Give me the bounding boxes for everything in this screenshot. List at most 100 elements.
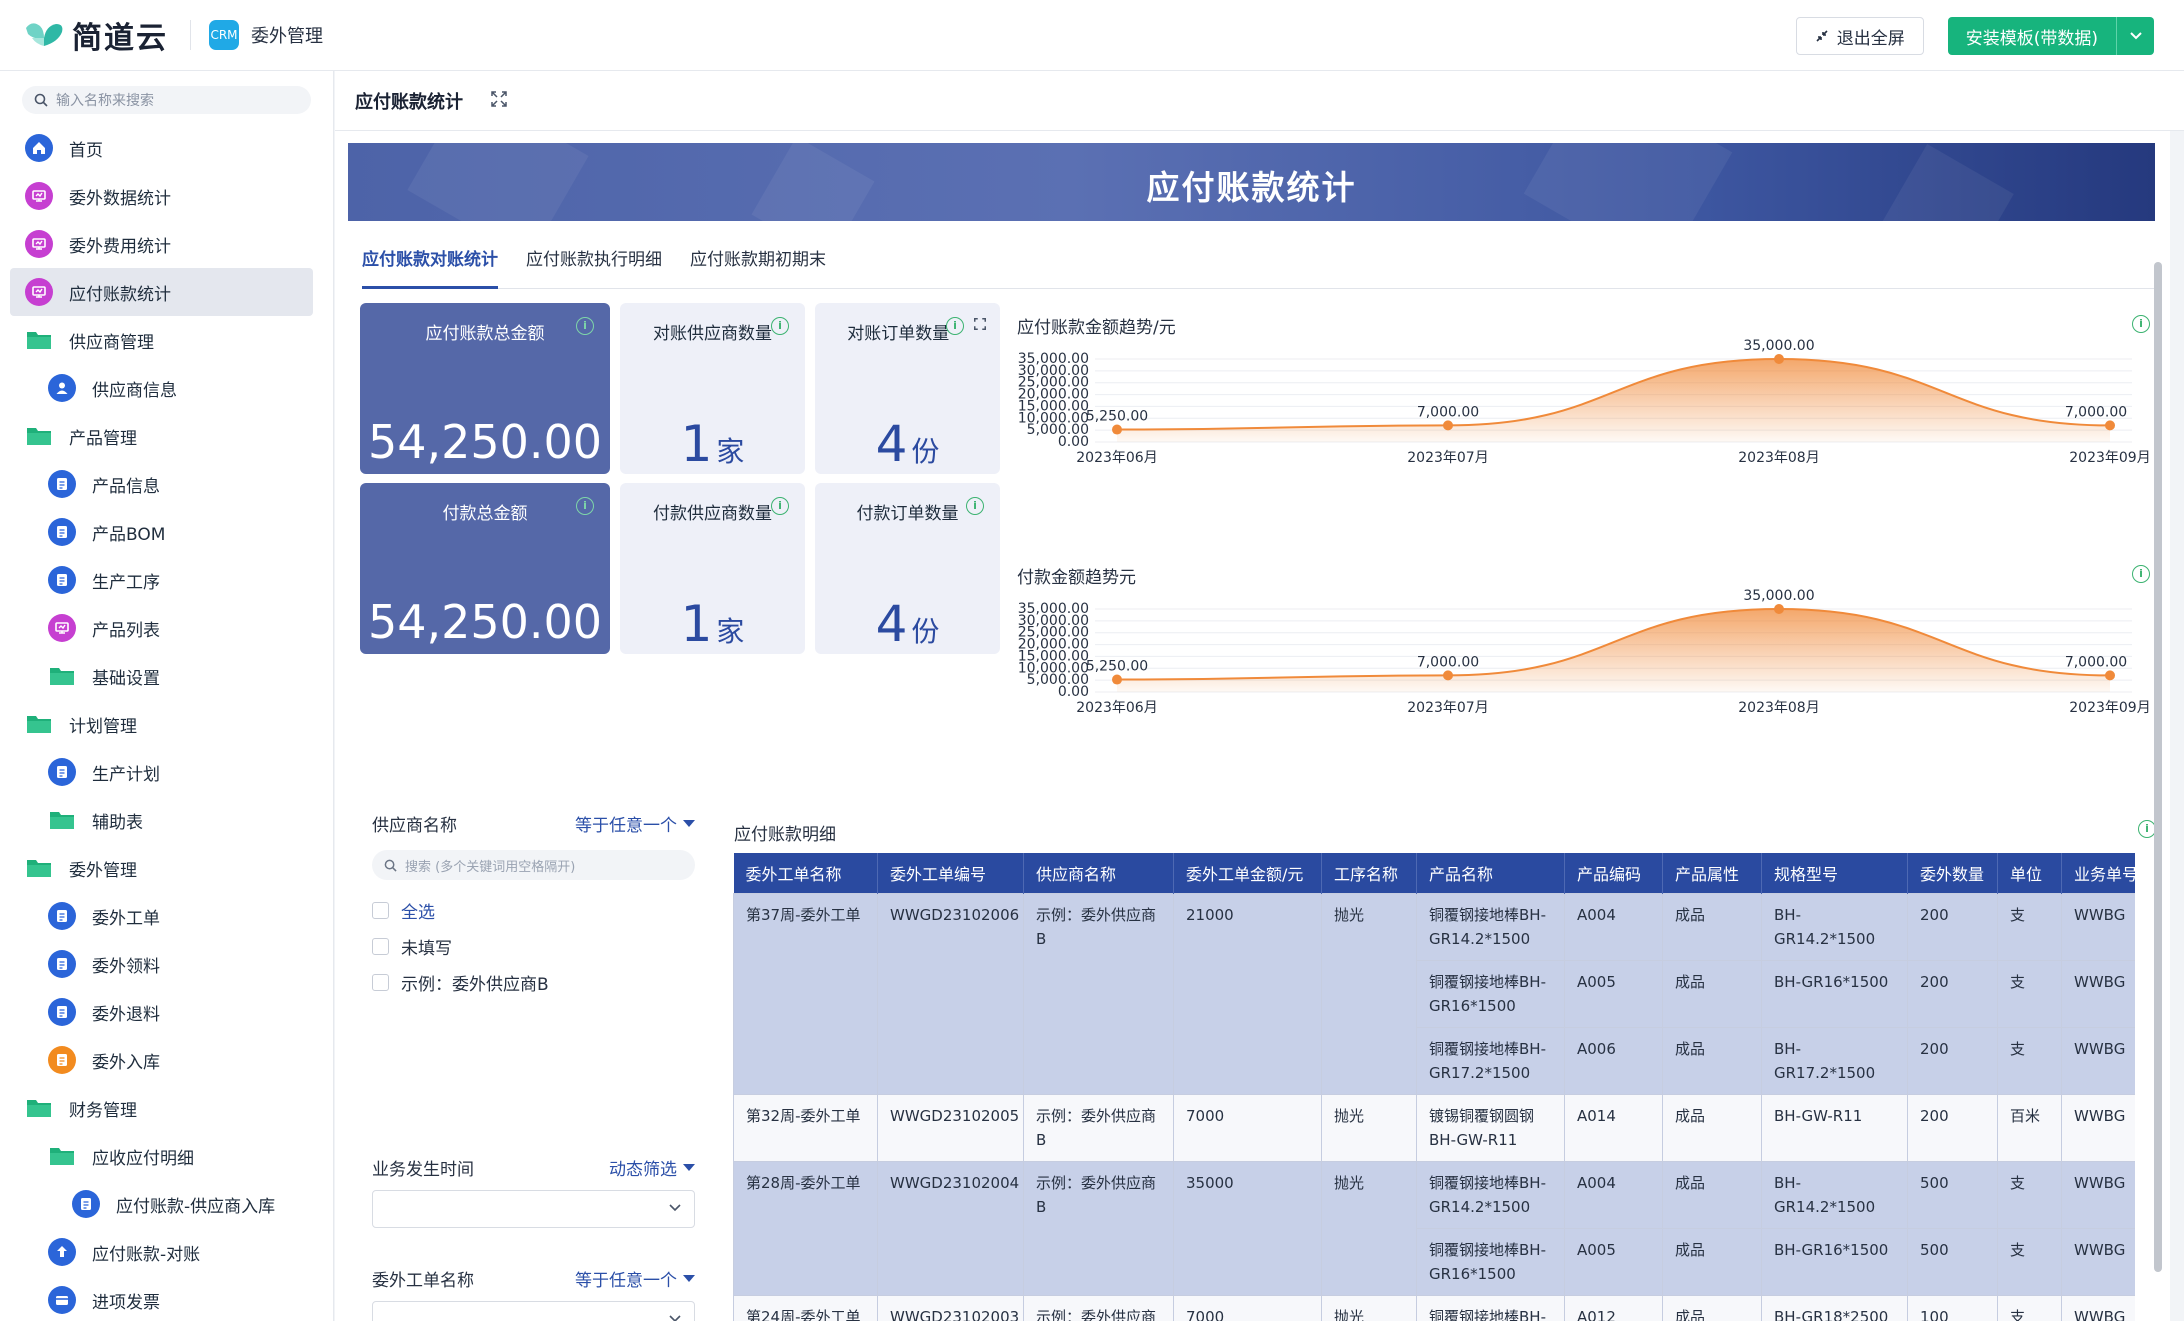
filter-mode-dropdown[interactable]: 等于任意一个 bbox=[575, 811, 695, 836]
sidebar-item-11[interactable]: 基础设置 bbox=[0, 652, 333, 700]
sidebar-item-3[interactable]: 应付账款统计 bbox=[10, 268, 313, 316]
checkbox[interactable] bbox=[372, 937, 389, 955]
filter-option-select-all[interactable]: 全选 bbox=[372, 892, 695, 928]
checkbox[interactable] bbox=[372, 901, 389, 919]
filter-order-header: 委外工单名称 等于任意一个 bbox=[372, 1266, 695, 1291]
tab-period-balance[interactable]: 应付账款期初期末 bbox=[690, 250, 826, 270]
page-header: 应付账款统计 bbox=[335, 71, 2184, 131]
table-column-header[interactable]: 业务单号 bbox=[2061, 853, 2135, 893]
info-icon[interactable]: i bbox=[771, 317, 789, 335]
sidebar-item-8[interactable]: 产品BOM bbox=[0, 508, 333, 556]
tab-execution-detail[interactable]: 应付账款执行明细 bbox=[526, 250, 662, 270]
tab-reconciliation[interactable]: 应付账款对账统计 bbox=[362, 241, 498, 289]
table-column-header[interactable]: 产品名称 bbox=[1416, 853, 1565, 893]
filter-mode-dropdown[interactable]: 等于任意一个 bbox=[575, 1266, 695, 1291]
info-icon[interactable]: i bbox=[2132, 315, 2150, 333]
info-icon[interactable]: i bbox=[771, 497, 789, 515]
fullscreen-icon[interactable] bbox=[974, 315, 986, 334]
sidebar-item-14[interactable]: 辅助表 bbox=[0, 796, 333, 844]
data-label: 7,000.00 bbox=[2065, 654, 2127, 670]
sidebar-item-24[interactable]: 进项发票 bbox=[0, 1276, 333, 1321]
app-icon[interactable]: CRM bbox=[209, 20, 239, 50]
search-icon bbox=[384, 859, 397, 872]
app-name[interactable]: 委外管理 bbox=[251, 26, 323, 47]
info-icon[interactable]: i bbox=[2132, 565, 2150, 583]
exit-fullscreen-button[interactable]: 退出全屏 bbox=[1795, 17, 1924, 55]
kpi-card-payable-total[interactable]: 应付账款总金额 i 54,250.00元 bbox=[360, 303, 610, 507]
sidebar-item-15[interactable]: 委外管理 bbox=[0, 844, 333, 892]
sidebar-item-19[interactable]: 委外入库 bbox=[0, 1036, 333, 1084]
info-icon[interactable]: i bbox=[576, 497, 594, 515]
sidebar-item-10[interactable]: 产品列表 bbox=[0, 604, 333, 652]
table-column-header[interactable]: 委外工单金额/元 bbox=[1173, 853, 1322, 893]
filter-order-select[interactable] bbox=[372, 1301, 695, 1321]
sidebar: 输入名称来搜索 首页 委外数据统计 委外费用统计 应付账款统计 供应商管理 供应商信息 产品… bbox=[0, 71, 334, 1321]
sidebar-item-18[interactable]: 委外退料 bbox=[0, 988, 333, 1036]
info-icon[interactable]: i bbox=[966, 497, 984, 515]
sidebar-item-4[interactable]: 供应商管理 bbox=[0, 316, 333, 364]
table-row[interactable]: 第28周-委外工单 WWGD23102004 示例：委外供应商B 35000 抛光 铜覆钢… bbox=[733, 1160, 2135, 1296]
table-column-header[interactable]: 规格型号 bbox=[1761, 853, 1908, 893]
table-column-header[interactable]: 工序名称 bbox=[1321, 853, 1417, 893]
sidebar-search-input[interactable]: 输入名称来搜索 bbox=[22, 86, 311, 114]
table-cell: 铜覆钢接地棒BH-GR16*1500 bbox=[1416, 959, 1565, 1028]
table-column-header[interactable]: 委外数量 bbox=[1907, 853, 1998, 893]
filter-option-supplier-b[interactable]: 示例：委外供应商B bbox=[372, 964, 695, 1000]
sidebar-item-16[interactable]: 委外工单 bbox=[0, 892, 333, 940]
scrollbar-thumb[interactable] bbox=[2154, 262, 2162, 1272]
table-column-header[interactable]: 单位 bbox=[1997, 853, 2062, 893]
kpi-title: 对账供应商数量 bbox=[653, 324, 772, 344]
table-row[interactable]: 铜覆钢接地棒BH-GR17.2*1500 A006 成品 BH-GR17.2*1500… bbox=[734, 1026, 2135, 1095]
table-column-header[interactable]: 产品属性 bbox=[1662, 853, 1762, 893]
sidebar-item-2[interactable]: 委外费用统计 bbox=[0, 220, 333, 268]
filter-biztime-select[interactable] bbox=[372, 1190, 695, 1228]
detail-table-container[interactable]: 委外工单名称 委外工单编号 供应商名称 委外工单金额/元 工序名称 产品名称 产品编码 产品属… bbox=[733, 853, 2135, 1321]
table-row[interactable]: 铜覆钢接地棒BH-GR16*1500 A005 成品 BH-GR16*1500 500 支… bbox=[734, 1227, 2135, 1296]
kpi-unit: 元 bbox=[472, 654, 501, 687]
table-column-header[interactable]: 委外工单编号 bbox=[877, 853, 1024, 893]
filter-option-empty[interactable]: 未填写 bbox=[372, 928, 695, 964]
sidebar-item-0[interactable]: 首页 bbox=[0, 124, 333, 172]
sidebar-item-12[interactable]: 计划管理 bbox=[0, 700, 333, 748]
sidebar-item-5[interactable]: 供应商信息 bbox=[0, 364, 333, 412]
sidebar-item-13[interactable]: 生产计划 bbox=[0, 748, 333, 796]
data-point bbox=[2105, 420, 2115, 431]
checkbox[interactable] bbox=[372, 973, 389, 991]
table-column-header[interactable]: 供应商名称 bbox=[1023, 853, 1174, 893]
table-row[interactable]: 铜覆钢接地棒BH-GR16*1500 A005 成品 BH-GR16*1500 200 支… bbox=[734, 959, 2135, 1028]
data-point bbox=[1774, 604, 1784, 614]
sidebar-item-1[interactable]: 委外数据统计 bbox=[0, 172, 333, 220]
sidebar-item-label: 计划管理 bbox=[69, 716, 137, 737]
filter-supplier-header: 供应商名称 等于任意一个 bbox=[372, 811, 695, 836]
install-template-button[interactable]: 安装模板(带数据) bbox=[1947, 17, 2116, 55]
sidebar-item-6[interactable]: 产品管理 bbox=[0, 412, 333, 460]
kpi-card-payment-total[interactable]: 付款总金额 i 54,250.00 元 bbox=[360, 483, 610, 687]
brand-logo[interactable]: 简道云 bbox=[22, 13, 168, 57]
page-scrollbar[interactable] bbox=[2154, 262, 2162, 1282]
install-options-dropdown[interactable] bbox=[2116, 17, 2154, 55]
sidebar-item-20[interactable]: 财务管理 bbox=[0, 1084, 333, 1132]
fullscreen-icon[interactable] bbox=[491, 90, 507, 111]
sidebar-item-22[interactable]: 应付账款-供应商入库 bbox=[0, 1180, 333, 1228]
data-label: 7,000.00 bbox=[1417, 404, 1479, 420]
data-label: 7,000.00 bbox=[1417, 654, 1479, 670]
table-column-header[interactable]: 委外工单名称 bbox=[733, 853, 878, 893]
kpi-unit: 家 bbox=[716, 435, 745, 468]
table-row[interactable]: 第37周-委外工单 WWGD23102006 示例：委外供应商B 21000 抛光 铜覆钢… bbox=[733, 892, 2135, 1095]
info-icon[interactable]: i bbox=[946, 317, 964, 335]
table-column-header[interactable]: 产品编码 bbox=[1564, 853, 1663, 893]
info-icon[interactable]: i bbox=[576, 317, 594, 335]
table-row[interactable]: 第24周-委外工单WWGD23102003示例：委外供应商B7000抛光铜覆钢接… bbox=[733, 1294, 2135, 1321]
sidebar-item-9[interactable]: 生产工序 bbox=[0, 556, 333, 604]
table-row[interactable]: 第32周-委外工单 WWGD23102005 示例：委外供应商B 7000 抛光 镀锡铜覆… bbox=[733, 1093, 2135, 1162]
filter-mode-dropdown[interactable]: 动态筛选 bbox=[609, 1155, 695, 1180]
sidebar-item-7[interactable]: 产品信息 bbox=[0, 460, 333, 508]
filter-supplier-search[interactable]: 搜索 (多个关键词用空格隔开) bbox=[372, 850, 695, 880]
sidebar-item-23[interactable]: 应付账款-对账 bbox=[0, 1228, 333, 1276]
sidebar-item-17[interactable]: 委外领料 bbox=[0, 940, 333, 988]
sidebar-item-21[interactable]: 应收应付明细 bbox=[0, 1132, 333, 1180]
